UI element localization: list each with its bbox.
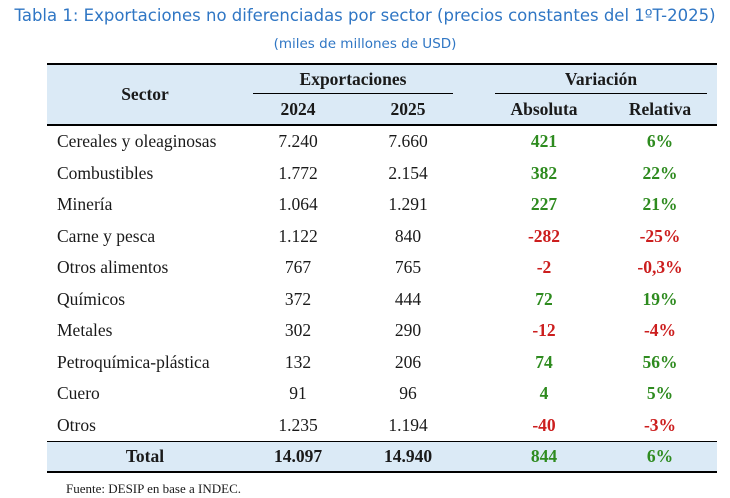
header-relative: Relativa [603, 94, 718, 126]
cell-absolute: -40 [532, 414, 556, 435]
cell-spacer [463, 378, 485, 410]
cell-absolute: 844 [485, 441, 604, 473]
table-row: Combustibles 1.772 2.154 382 22% [47, 158, 717, 190]
cell-relative: 19% [642, 288, 678, 309]
cell-2025: 7.660 [388, 131, 428, 152]
cell-absolute: -12 [532, 320, 556, 341]
table-row: Petroquímica-plástica 132 206 74 56% [47, 347, 717, 379]
table-row: Otros alimentos 767 765 -2 -0,3% [47, 252, 717, 284]
cell-spacer [463, 252, 485, 284]
cell-2025: 96 [399, 383, 417, 404]
table-row: Cuero 91 96 4 5% [47, 378, 717, 410]
cell-sector: Minería [57, 194, 113, 215]
cell-sector: Otros alimentos [57, 257, 169, 278]
cell-absolute: 4 [539, 383, 549, 404]
cell-2025: 1.291 [388, 194, 428, 215]
cell-2024: 1.235 [278, 414, 318, 435]
cell-2024: 7.240 [278, 131, 318, 152]
cell-spacer [463, 221, 485, 253]
cell-absolute: -282 [527, 225, 561, 246]
cell-2024: 14.097 [243, 441, 353, 473]
cell-absolute: 382 [530, 162, 558, 183]
cell-spacer [463, 284, 485, 316]
cell-relative: 56% [642, 351, 678, 372]
cell-relative: -4% [643, 320, 677, 341]
cell-spacer [463, 441, 486, 473]
cell-absolute: 421 [530, 131, 558, 152]
cell-sector: Metales [57, 320, 113, 341]
cell-2025: 290 [394, 320, 422, 341]
table-row: Químicos 372 444 72 19% [47, 284, 717, 316]
cell-2025: 2.154 [388, 162, 428, 183]
cell-relative: 6% [646, 131, 674, 152]
cell-relative: -3% [643, 414, 677, 435]
cell-relative: 21% [642, 194, 678, 215]
cell-relative: -0,3% [637, 257, 683, 278]
table-body: Cereales y oleaginosas 7.240 7.660 421 6% Com… [47, 125, 718, 473]
cell-spacer [463, 315, 485, 347]
table-row: Otros 1.235 1.194 -40 -3% [47, 410, 717, 442]
cell-2025: 444 [394, 288, 422, 309]
cell-absolute: 72 [535, 288, 553, 309]
cell-sector: Combustibles [57, 162, 154, 183]
header-spacer [463, 94, 486, 126]
header-variation-group: Variación [485, 64, 718, 94]
cell-2024: 1.064 [278, 194, 318, 215]
exports-table-container: Sector Exportaciones Variación 2024 2025… [47, 63, 718, 473]
header-sector: Sector [47, 64, 243, 126]
cell-sector: Otros [57, 414, 96, 435]
cell-2024: 372 [284, 288, 312, 309]
cell-absolute: -2 [536, 257, 552, 278]
cell-relative: 6% [603, 441, 718, 473]
cell-2025: 1.194 [388, 414, 428, 435]
table-row: Minería 1.064 1.291 227 21% [47, 189, 717, 221]
cell-2024: 91 [289, 383, 307, 404]
cell-2024: 767 [284, 257, 312, 278]
source-note: Fuente: DESIP en base a INDEC. [66, 481, 241, 496]
cell-relative: 22% [642, 162, 678, 183]
cell-2025: 14.940 [353, 441, 464, 473]
cell-spacer [463, 347, 485, 379]
cell-2024: 1.122 [278, 225, 318, 246]
exports-table: Sector Exportaciones Variación 2024 2025… [47, 63, 718, 473]
cell-spacer [463, 410, 485, 442]
header-year-2024: 2024 [243, 94, 353, 126]
cell-sector: Carne y pesca [57, 225, 156, 246]
cell-2024: 132 [284, 351, 312, 372]
cell-2025: 206 [394, 351, 422, 372]
table-row: Metales 302 290 -12 -4% [47, 315, 717, 347]
cell-relative: -25% [639, 225, 681, 246]
cell-sector: Químicos [57, 288, 126, 309]
cell-relative: 5% [646, 383, 674, 404]
cell-2024: 302 [284, 320, 312, 341]
cell-2024: 1.772 [278, 162, 318, 183]
cell-absolute: 74 [535, 351, 553, 372]
cell-sector: Cuero [57, 383, 100, 404]
table-subtitle: (miles de millones de USD) [273, 36, 457, 52]
cell-sector: Cereales y oleaginosas [57, 131, 217, 152]
cell-absolute: 227 [530, 194, 558, 215]
cell-2025: 765 [394, 257, 422, 278]
cell-spacer [463, 189, 485, 221]
table-title: Tabla 1: Exportaciones no diferenciadas … [14, 6, 716, 25]
cell-sector: Petroquímica-plástica [57, 351, 210, 372]
table-row: Cereales y oleaginosas 7.240 7.660 421 6% [47, 125, 717, 158]
cell-sector: Total [47, 441, 243, 473]
cell-spacer [463, 125, 485, 158]
table-row: Carne y pesca 1.122 840 -282 -25% [47, 221, 717, 253]
header-year-2025: 2025 [353, 94, 464, 126]
header-spacer [463, 64, 486, 94]
cell-spacer [463, 158, 485, 190]
cell-2025: 840 [394, 225, 422, 246]
total-row: Total 14.097 14.940 844 6% [47, 441, 718, 473]
header-absolute: Absoluta [485, 94, 604, 126]
header-exports-group: Exportaciones [243, 64, 464, 94]
